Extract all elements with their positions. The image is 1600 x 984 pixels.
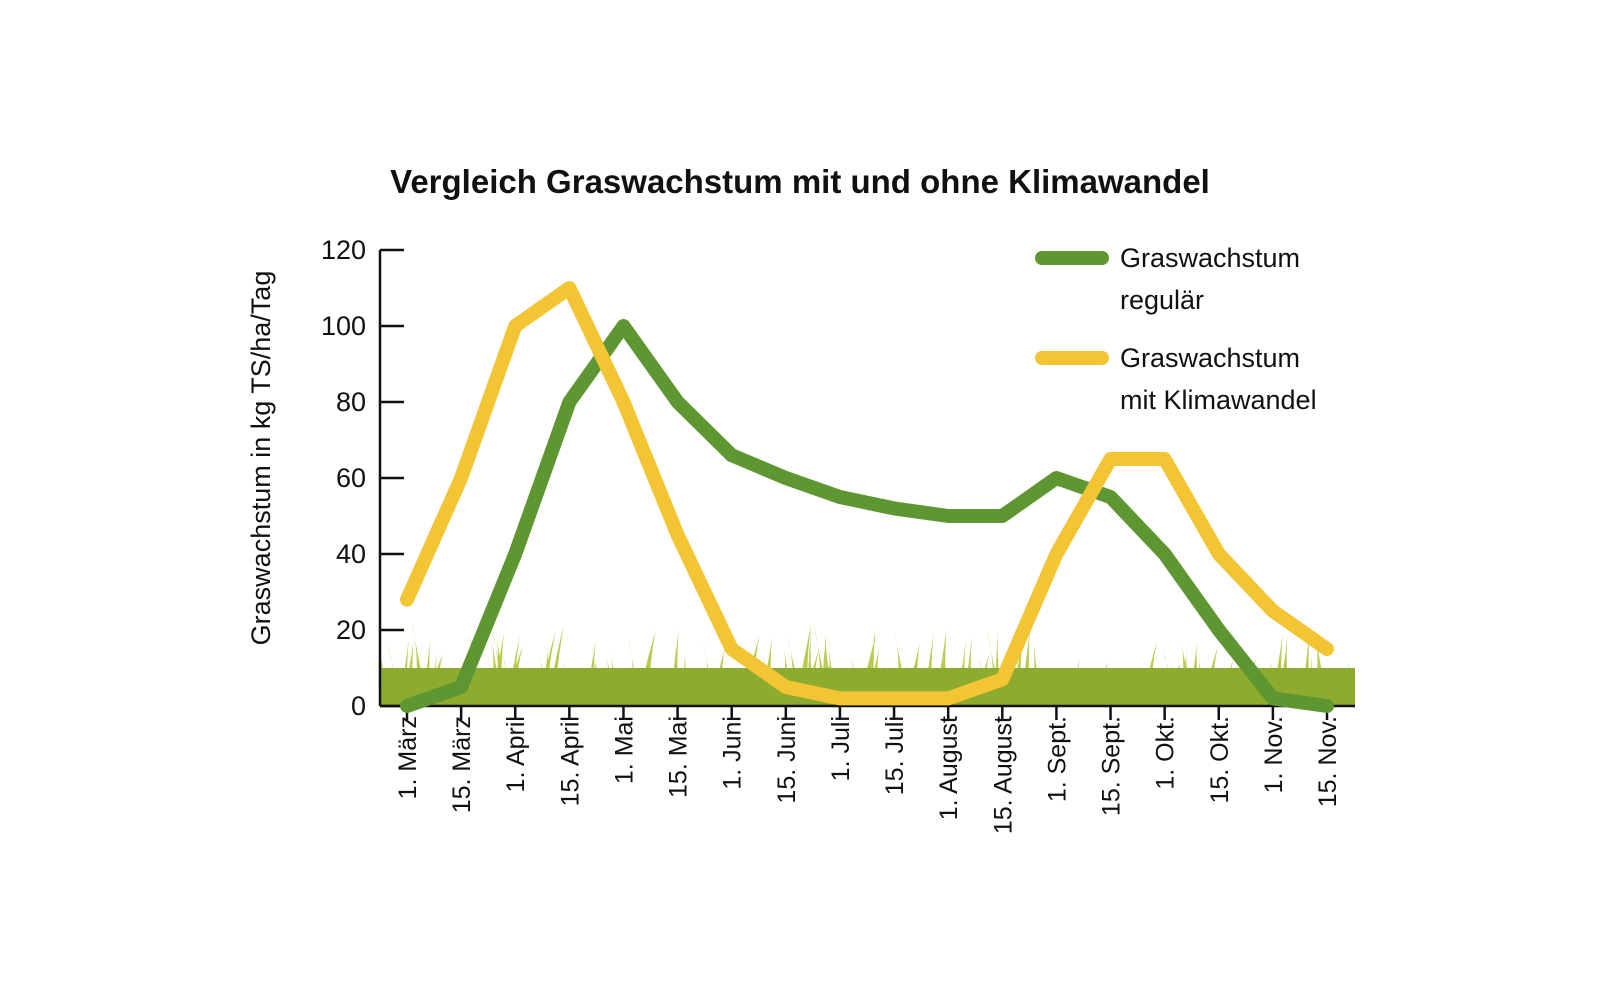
series-line <box>400 281 1334 706</box>
x-tick-label: 1. Nov. <box>1260 716 1288 793</box>
x-tick-label: 15. Okt. <box>1206 716 1234 804</box>
legend-label: Graswachstum <box>1120 243 1300 273</box>
series-lines <box>400 281 1334 713</box>
y-tick-label: 40 <box>336 539 366 569</box>
x-tick-label: 15. März <box>448 716 476 813</box>
legend-label: mit Klimawandel <box>1120 385 1317 415</box>
x-tick-label: 15. August <box>989 716 1017 834</box>
x-tick-label: 15. Nov. <box>1314 716 1342 807</box>
x-tick-label: 15. Sept. <box>1098 716 1126 816</box>
legend-label: Graswachstum <box>1120 343 1300 373</box>
x-tick-label: 1. März <box>394 716 422 799</box>
y-tick-label: 120 <box>321 235 366 265</box>
y-tick-label: 60 <box>336 463 366 493</box>
y-axis-label: Graswachstum in kg TS/ha/Tag <box>246 271 276 646</box>
x-tick-label: 15. April <box>556 716 584 806</box>
x-tick-label: 1. Mai <box>611 716 639 784</box>
axes: 0 20 40 60 80 100 120 1. März 15. März 1. April 15… <box>321 235 1355 834</box>
x-tick-label: 15. Juli <box>881 716 909 795</box>
y-tick-label: 80 <box>336 387 366 417</box>
x-tick-label: 1. August <box>935 716 963 820</box>
legend: Graswachstum regulär Graswachstum mit Klima… <box>1035 243 1317 415</box>
x-tick-label: 1. Sept. <box>1043 716 1071 802</box>
x-tick-label: 15. Mai <box>665 716 693 798</box>
x-tick-label: 1. Juli <box>827 716 855 781</box>
y-tick-label: 100 <box>321 311 366 341</box>
chart-title: Vergleich Graswachstum mit und ohne Klim… <box>390 163 1210 200</box>
series-line <box>400 319 1334 713</box>
y-tick-label: 20 <box>336 615 366 645</box>
x-tick-label: 1. Okt. <box>1152 716 1180 790</box>
x-tick-label: 15. Juni <box>773 716 801 804</box>
legend-label: regulär <box>1120 285 1204 315</box>
x-tick-label: 1. April <box>502 716 530 792</box>
y-tick-label: 0 <box>351 691 366 721</box>
x-tick-label: 1. Juni <box>719 716 747 790</box>
